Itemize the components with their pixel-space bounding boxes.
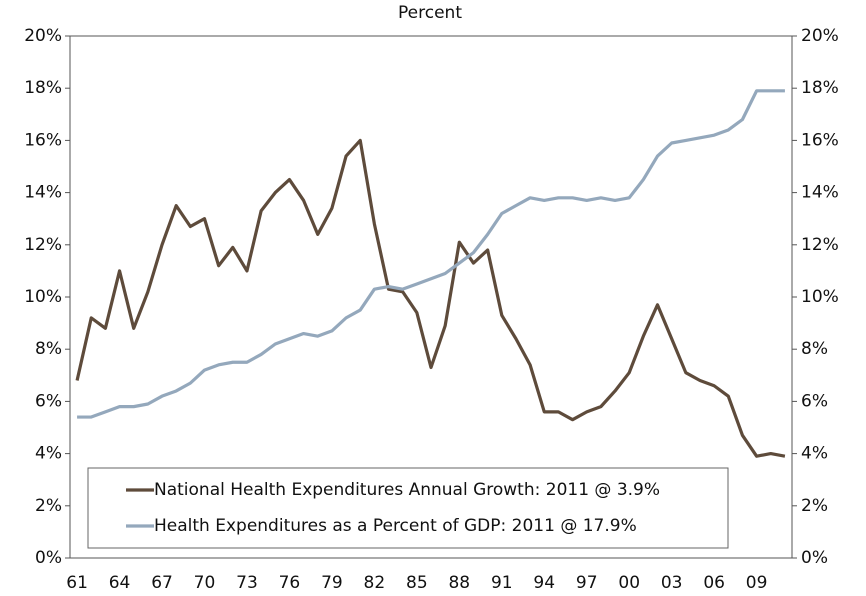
y2-tick-label: 14% (801, 183, 839, 203)
legend-label: National Health Expenditures Annual Grow… (154, 480, 660, 500)
x-tick-label: 03 (661, 573, 683, 593)
y-tick-label: 2% (35, 496, 62, 516)
legend-label: Health Expenditures as a Percent of GDP:… (154, 516, 637, 536)
x-tick-label: 61 (66, 573, 88, 593)
x-tick-label: 82 (364, 573, 386, 593)
x-tick-label: 64 (109, 573, 131, 593)
y2-tick-label: 8% (801, 339, 828, 359)
x-tick-label: 88 (448, 573, 470, 593)
y2-tick-label: 10% (801, 287, 839, 307)
x-tick-label: 94 (533, 573, 555, 593)
y-tick-label: 0% (35, 548, 62, 568)
y-tick-label: 10% (24, 287, 62, 307)
y-tick-label: 18% (24, 78, 62, 98)
x-tick-label: 79 (321, 573, 343, 593)
x-tick-label: 76 (279, 573, 301, 593)
x-tick-label: 06 (703, 573, 725, 593)
x-tick-label: 85 (406, 573, 428, 593)
y-tick-label: 12% (24, 235, 62, 255)
y2-tick-label: 18% (801, 78, 839, 98)
y-tick-label: 14% (24, 183, 62, 203)
x-tick-label: 67 (151, 573, 173, 593)
series-line (77, 89, 785, 419)
y2-tick-label: 6% (801, 391, 828, 411)
y2-tick-label: 2% (801, 496, 828, 516)
y2-tick-label: 16% (801, 130, 839, 150)
legend-box (87, 467, 729, 549)
x-tick-label: 73 (236, 573, 258, 593)
y2-tick-label: 4% (801, 444, 828, 464)
y2-tick-label: 20% (801, 26, 839, 46)
y-tick-label: 20% (24, 26, 62, 46)
series-line (75, 138, 786, 458)
x-tick-label: 00 (618, 573, 640, 593)
y2-tick-label: 12% (801, 235, 839, 255)
x-tick-label: 09 (746, 573, 768, 593)
y-tick-label: 16% (24, 130, 62, 150)
chart-title: Percent (398, 3, 462, 23)
x-tick-label: 97 (576, 573, 598, 593)
x-tick-label: 91 (491, 573, 513, 593)
y-tick-label: 6% (35, 391, 62, 411)
y2-tick-label: 0% (801, 548, 828, 568)
y-tick-label: 4% (35, 444, 62, 464)
x-tick-label: 70 (194, 573, 216, 593)
y-tick-label: 8% (35, 339, 62, 359)
